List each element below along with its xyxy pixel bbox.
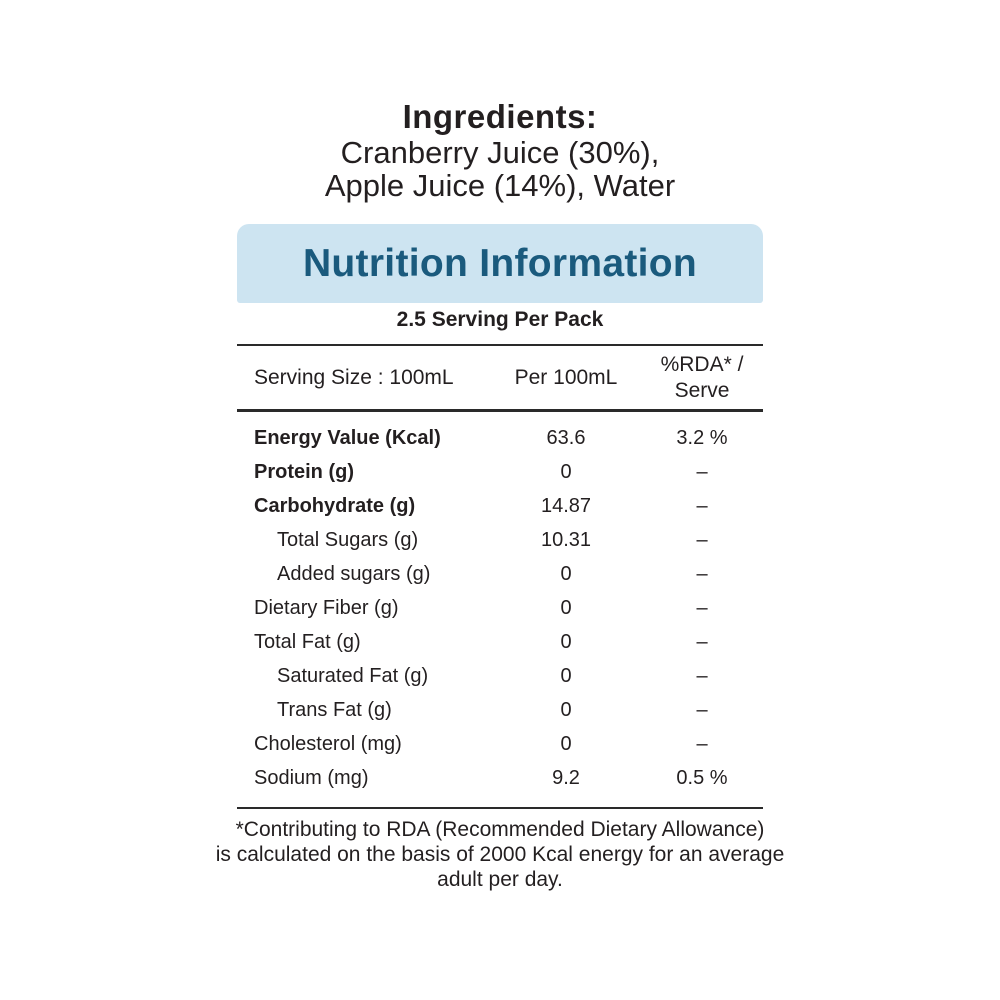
nutrient-per-100ml-value: 63.6 <box>546 426 586 449</box>
column-header-serving-size: Serving Size : 100mL <box>254 365 454 389</box>
footnote-line-2: is calculated on the basis of 2000 Kcal … <box>215 843 785 866</box>
nutrient-rda-value: – <box>696 495 708 517</box>
table-row: Total Sugars (g) 10.31 – <box>237 523 763 557</box>
nutrient-per-100ml-value: 0 <box>560 562 572 585</box>
column-header-rda-per-serve: %RDA* / Serve <box>641 352 763 404</box>
ingredients-section: Ingredients: Cranberry Juice (30%), Appl… <box>0 98 1000 202</box>
ingredients-line-2: Apple Juice (14%), Water <box>324 168 676 203</box>
table-row: Cholesterol (mg) 0 – <box>237 727 763 761</box>
rda-footnote: *Contributing to RDA (Recommended Dietar… <box>0 817 1000 892</box>
nutrition-information-title: Nutrition Information <box>302 241 698 285</box>
nutrient-label: Total Fat (g) <box>254 630 361 653</box>
table-row: Total Fat (g) 0 – <box>237 625 763 659</box>
ingredients-line-1: Cranberry Juice (30%), <box>340 135 660 170</box>
nutrient-per-100ml-value: 0 <box>560 596 572 619</box>
nutrient-label: Protein (g) <box>254 460 354 483</box>
nutrient-label: Energy Value (Kcal) <box>254 426 441 449</box>
column-header-rda-line-1: %RDA* / <box>660 352 744 376</box>
table-body: Energy Value (Kcal) 63.6 3.2 % Protein (g) 0… <box>237 412 763 807</box>
nutrient-rda-value: – <box>696 733 708 755</box>
nutrient-label: Sodium (mg) <box>254 766 369 789</box>
table-header-rule <box>237 409 763 412</box>
column-header-rda-line-2: Serve <box>674 378 730 402</box>
nutrient-label: Added sugars (g) <box>277 562 431 585</box>
nutrition-table: 2.5 Serving Per Pack Serving Size : 100m… <box>237 308 763 809</box>
nutrient-rda-value: – <box>696 631 708 653</box>
nutrition-information-banner: Nutrition Information <box>237 224 763 303</box>
nutrient-rda-value: – <box>696 529 708 551</box>
nutrient-label: Carbohydrate (g) <box>254 494 416 517</box>
table-row: Energy Value (Kcal) 63.6 3.2 % <box>237 421 763 455</box>
nutrient-rda-value: 3.2 % <box>676 427 728 449</box>
table-header-row: Serving Size : 100mL Per 100mL %RDA* / S… <box>237 346 763 409</box>
footnote-line-1: *Contributing to RDA (Recommended Dietar… <box>235 818 765 841</box>
table-row: Sodium (mg) 9.2 0.5 % <box>237 761 763 795</box>
nutrient-per-100ml-value: 0 <box>560 460 572 483</box>
nutrient-per-100ml-value: 0 <box>560 698 572 721</box>
nutrient-rda-value: – <box>696 563 708 585</box>
footnote-line-3: adult per day. <box>437 868 563 891</box>
table-bottom-rule <box>237 807 763 809</box>
nutrient-rda-value: – <box>696 665 708 687</box>
nutrient-per-100ml-value: 0 <box>560 664 572 687</box>
nutrient-label: Cholesterol (mg) <box>254 732 402 755</box>
ingredients-title: Ingredients: <box>402 98 598 135</box>
table-row: Carbohydrate (g) 14.87 – <box>237 489 763 523</box>
nutrient-per-100ml-value: 0 <box>560 732 572 755</box>
table-top-rule <box>237 344 763 346</box>
table-row: Added sugars (g) 0 – <box>237 557 763 591</box>
nutrient-label: Trans Fat (g) <box>277 698 392 721</box>
nutrient-per-100ml-value: 9.2 <box>552 766 580 789</box>
nutrient-per-100ml-value: 14.87 <box>540 494 592 517</box>
nutrient-label: Saturated Fat (g) <box>277 664 429 687</box>
nutrient-per-100ml-value: 0 <box>560 630 572 653</box>
table-row: Protein (g) 0 – <box>237 455 763 489</box>
table-row: Trans Fat (g) 0 – <box>237 693 763 727</box>
nutrient-label: Dietary Fiber (g) <box>254 596 399 619</box>
nutrient-rda-value: – <box>696 461 708 483</box>
servings-per-pack: 2.5 Serving Per Pack <box>396 308 604 331</box>
nutrient-label: Total Sugars (g) <box>277 528 419 551</box>
nutrient-per-100ml-value: 10.31 <box>540 528 592 551</box>
nutrient-rda-value: 0.5 % <box>676 767 728 789</box>
table-row: Dietary Fiber (g) 0 – <box>237 591 763 625</box>
column-header-per-100ml: Per 100mL <box>514 365 618 389</box>
table-row: Saturated Fat (g) 0 – <box>237 659 763 693</box>
nutrient-rda-value: – <box>696 597 708 619</box>
nutrient-rda-value: – <box>696 699 708 721</box>
